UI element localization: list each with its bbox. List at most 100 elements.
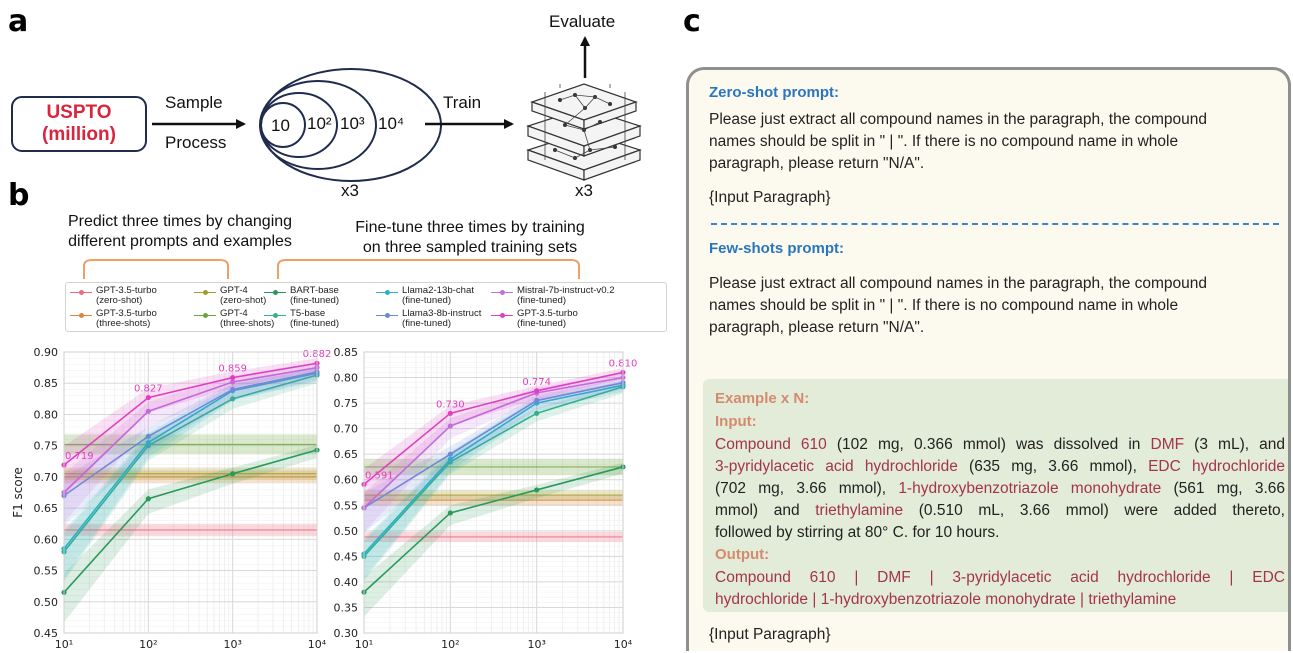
prompting-note-line2: different prompts and examples xyxy=(68,233,292,250)
legend-marker xyxy=(202,289,208,295)
x-tick-label: 10⁴ xyxy=(614,638,633,651)
x-tick-label: 10³ xyxy=(527,638,545,651)
finetune-note: Fine-tune three times by training on thr… xyxy=(320,218,620,258)
few-shots-input-placeholder: {Input Paragraph} xyxy=(709,626,831,643)
series-point xyxy=(145,496,151,502)
legend-entry-setting: (fine-tuned) xyxy=(517,318,567,329)
zero-shot-title: Zero-shot prompt: xyxy=(709,84,839,101)
few-shots-title: Few-shots prompt: xyxy=(709,240,844,257)
series-point xyxy=(534,410,540,416)
instruction-line-1: Please just extract all compound names i… xyxy=(709,275,1208,292)
baseline-band xyxy=(64,467,317,481)
series-point xyxy=(447,510,453,516)
example-input-line-3: (702 mg, 3.66 mmol), 1-hydroxybenzotriaz… xyxy=(715,478,1285,500)
series-point xyxy=(230,379,236,385)
series-line xyxy=(63,374,318,553)
legend-entry-setting: (zero-shot) xyxy=(96,295,143,306)
instruction-line-1: Please just extract all compound names i… xyxy=(709,111,1208,128)
series-line xyxy=(63,449,318,593)
legend-entry: GPT-4 (three-shots) xyxy=(220,309,274,329)
series-point xyxy=(230,375,236,381)
y-tick-label: 0.35 xyxy=(334,601,359,614)
series-confidence-band xyxy=(64,370,317,582)
example-text: (102 mg, 0.366 mmol) was dissolved in xyxy=(826,436,1151,453)
example-text: (702 mg, 3.66 mmol), xyxy=(715,480,899,497)
legend-entry: GPT-3.5-turbo (three-shots) xyxy=(96,309,157,329)
y-tick-label: 0.70 xyxy=(334,423,359,436)
example-text: (0.510 mL, 3.66 mmol) were added thereto… xyxy=(903,502,1285,519)
y-tick-label: 0.60 xyxy=(334,474,359,487)
legend-entry: Llama3-8b-instruct (fine-tuned) xyxy=(402,309,481,329)
example-text: (3 mL), and xyxy=(1184,436,1286,453)
process-label: Process xyxy=(165,133,227,152)
series-line xyxy=(63,362,318,466)
series-line xyxy=(363,384,624,555)
example-title: Example x N: xyxy=(715,390,810,407)
series-point xyxy=(230,396,236,402)
legend-entry-setting: (fine-tuned) xyxy=(290,318,340,329)
left-bracket xyxy=(83,259,229,279)
compound-name: EDC hydrochloride xyxy=(1148,458,1285,475)
y-tick-label: 0.90 xyxy=(34,346,59,359)
legend: GPT-3.5-turbo (zero-shot) GPT-3.5-turbo (th… xyxy=(65,282,667,332)
bracket-lines xyxy=(83,259,580,279)
few-shots-instruction: Please just extract all compound names i… xyxy=(709,273,1277,339)
series-line xyxy=(63,372,318,550)
legend-entry-name: GPT-4 xyxy=(220,285,248,296)
series xyxy=(361,462,626,617)
zero-shot-instruction: Please just extract all compound names i… xyxy=(709,109,1277,175)
y-tick-label: 0.50 xyxy=(334,525,359,538)
legend-entry-setting: (three-shots) xyxy=(96,318,151,329)
legend-entry: Mistral-7b-instruct-v0.2 (fine-tuned) xyxy=(517,286,615,306)
series-confidence-band xyxy=(364,368,623,509)
y-tick-label: 0.75 xyxy=(34,440,59,453)
series-point xyxy=(145,394,151,401)
series-point xyxy=(447,423,453,429)
legend-marker xyxy=(78,289,84,295)
data-label: 0.827 xyxy=(134,384,163,395)
legend-entry-setting: (three-shots) xyxy=(220,318,275,329)
instruction-line-2: names should be split in " | ". If there… xyxy=(709,297,1179,314)
legend-entry-setting: (fine-tuned) xyxy=(402,318,452,329)
y-tick-label: 0.85 xyxy=(34,377,59,390)
example-input-line-5: followed by stirring at 80° C. for 10 ho… xyxy=(715,524,1000,541)
jaccard-index-chart: 0.30 0.35 0.40 0.45 0.50 0.55 0.60 0.65 0.70 0.75… xyxy=(334,346,638,651)
x-tick-label: 10¹ xyxy=(355,638,373,651)
instruction-line-3: paragraph, please return "N/A". xyxy=(709,319,925,336)
y-tick-label: 0.60 xyxy=(34,533,59,546)
y-tick-label: 0.55 xyxy=(334,499,359,512)
series-line xyxy=(363,371,624,485)
plot-frame xyxy=(63,351,318,634)
example-input-line-4: mmol) and triethylamine (0.510 mL, 3.66 … xyxy=(715,500,1285,522)
legend-entry-name: Mistral-7b-instruct-v0.2 xyxy=(517,285,615,296)
legend-entry: GPT-4 (zero-shot) xyxy=(220,286,266,306)
panel-label-a: a xyxy=(8,4,29,39)
legend-entry-setting: (fine-tuned) xyxy=(402,295,452,306)
prompt-card: Zero-shot prompt: Please just extract al… xyxy=(686,67,1291,651)
series-point xyxy=(447,456,453,462)
data-label: 0.719 xyxy=(65,451,94,462)
compound-name: triethylamine xyxy=(815,502,904,519)
legend-entry: Llama2-13b-chat (fine-tuned) xyxy=(402,286,474,306)
series-point xyxy=(534,487,540,493)
data-label: 0.774 xyxy=(522,377,551,388)
uspto-subtitle: (million) xyxy=(42,124,116,145)
x-tick-label: 10³ xyxy=(223,638,241,651)
series-confidence-band xyxy=(64,368,317,579)
sample-label: Sample xyxy=(165,93,223,112)
model-stack-icon xyxy=(526,83,642,181)
series xyxy=(61,368,320,579)
compound-name: DMF xyxy=(1150,436,1185,453)
y-axis-label: F1 score xyxy=(11,467,25,518)
series-point xyxy=(447,410,453,416)
compound-name: Compound 610 xyxy=(715,436,827,453)
series xyxy=(61,358,320,495)
y-tick-label: 0.30 xyxy=(334,627,359,640)
series-line xyxy=(63,366,318,494)
example-input-text: Compound 610 (102 mg, 0.366 mmol) was di… xyxy=(715,434,1285,544)
y-tick-label: 0.55 xyxy=(34,565,59,578)
data-label: 0.591 xyxy=(365,470,394,481)
output-label: Output: xyxy=(715,546,770,563)
series-line xyxy=(363,466,624,593)
legend-marker xyxy=(272,312,278,318)
